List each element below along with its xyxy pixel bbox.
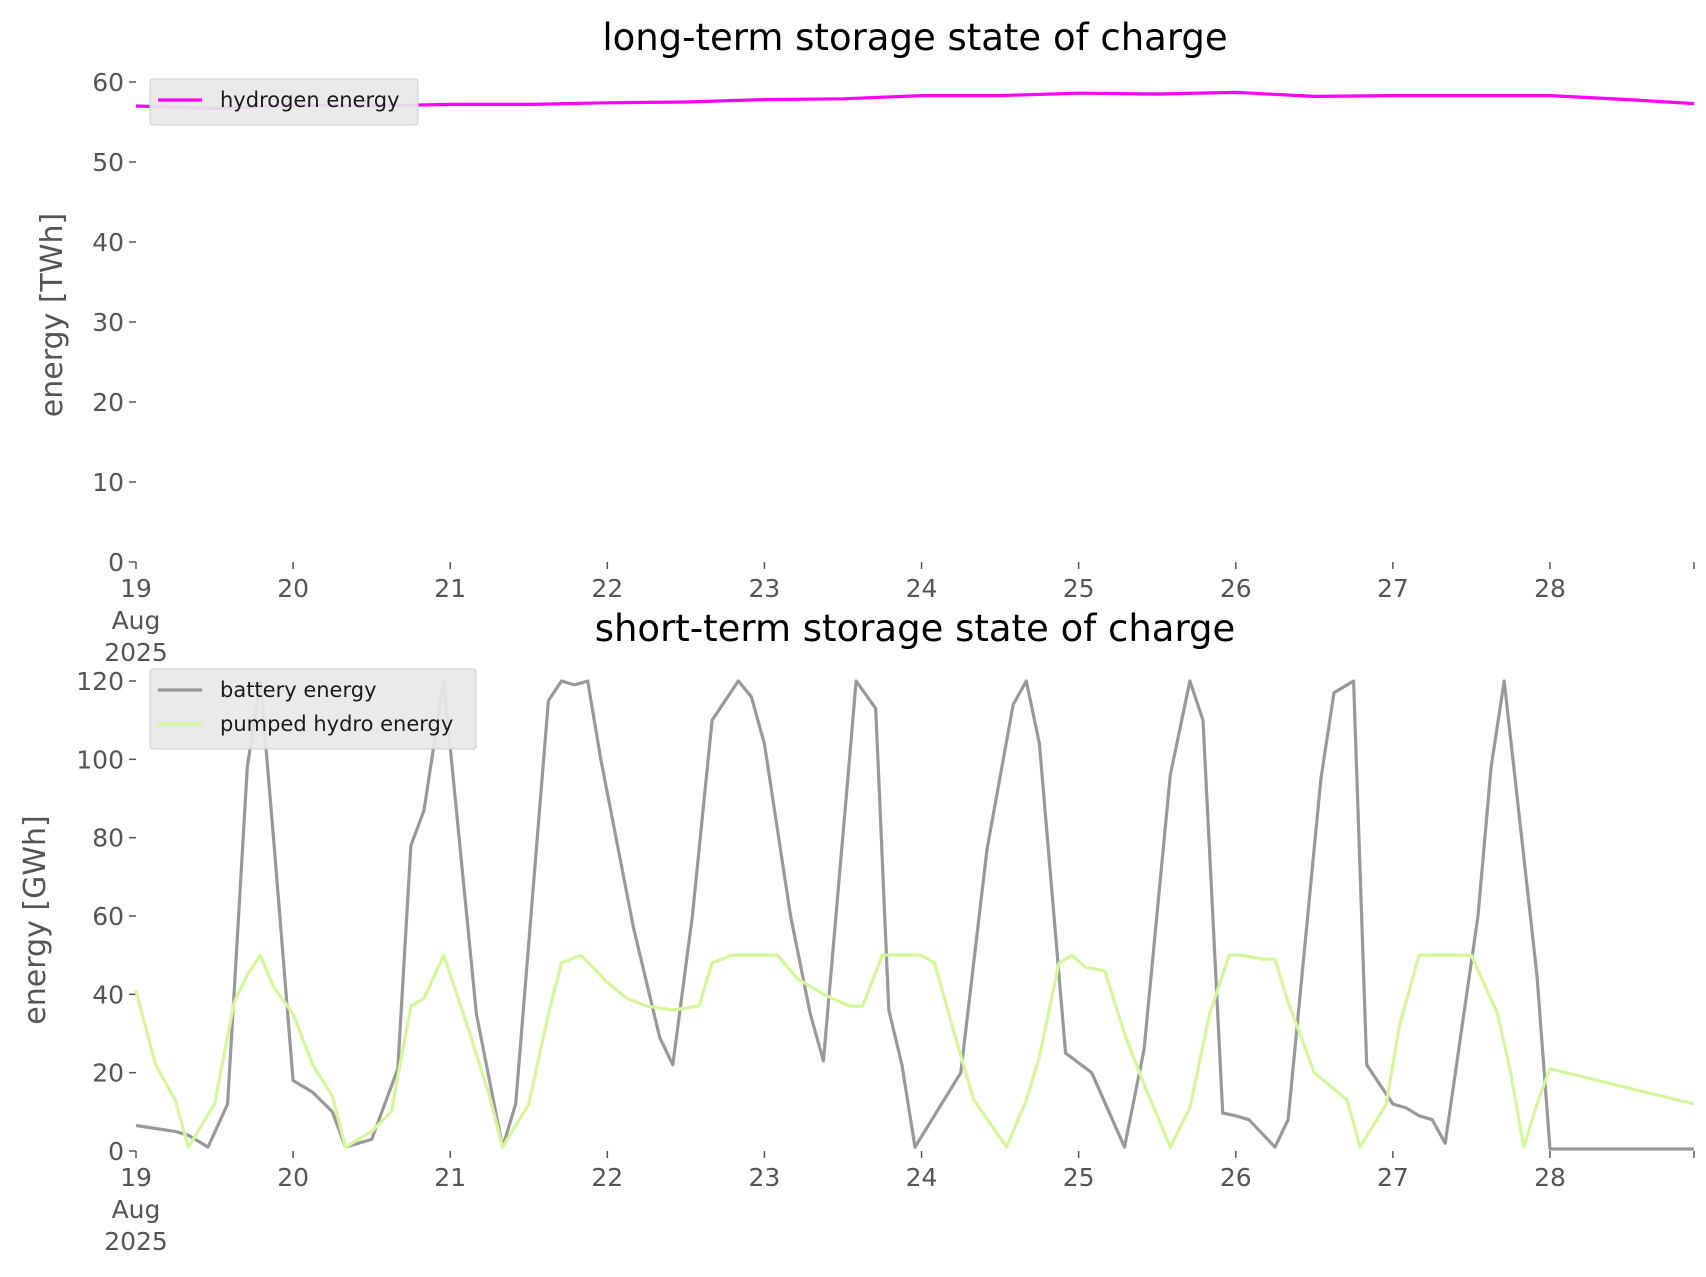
x-tick-label: 20 [277, 1163, 309, 1192]
x-tick-sublabel: Aug [112, 1195, 161, 1224]
x-axis-ticks: 19 Aug 2025 20 21 22 23 24 25 26 27 28 [104, 562, 1695, 667]
x-tick-label: 28 [1534, 574, 1566, 603]
y-tick-label: 20 [92, 388, 124, 417]
y-tick-label: 120 [76, 667, 124, 696]
x-tick-sublabel: 2025 [104, 638, 168, 667]
x-tick-label: 26 [1220, 1163, 1252, 1192]
series-layer [134, 679, 1695, 1151]
legend: hydrogen energy [149, 78, 419, 126]
series-line-battery-energy [135, 679, 1694, 1151]
y-axis-ticks: 0 20 40 60 80 100 120 [76, 667, 136, 1166]
y-axis-ticks: 0 10 20 30 40 50 60 [92, 68, 136, 577]
x-tick-label: 27 [1377, 574, 1409, 603]
y-tick-label: 0 [108, 1137, 124, 1166]
x-tick-label: 24 [906, 1163, 938, 1192]
x-tick-label: 22 [591, 1163, 623, 1192]
y-axis-label: energy [GWh] [18, 815, 53, 1024]
y-tick-label: 60 [92, 902, 124, 931]
x-tick-label: 23 [749, 574, 781, 603]
y-axis-label: energy [TWh] [35, 213, 70, 417]
x-tick-label: 22 [591, 574, 623, 603]
y-tick-label: 10 [92, 468, 124, 497]
long-term-storage-panel: long-term storage state of charge energy… [35, 16, 1695, 667]
x-tick-label: 21 [434, 1163, 466, 1192]
x-tick-label: 28 [1534, 1163, 1566, 1192]
series-line-pumped-hydro-energy [134, 953, 1695, 1149]
y-tick-label: 60 [92, 68, 124, 97]
legend: battery energy pumped hydro energy [149, 668, 477, 750]
x-tick-sublabel: 2025 [104, 1227, 168, 1256]
legend-label: pumped hydro energy [220, 712, 453, 736]
y-tick-label: 100 [76, 745, 124, 774]
x-tick-label: 19 [120, 574, 152, 603]
legend-box [149, 668, 477, 750]
y-tick-label: 30 [92, 308, 124, 337]
chart-title: long-term storage state of charge [602, 16, 1227, 59]
legend-label: battery energy [220, 678, 377, 702]
y-tick-label: 20 [92, 1059, 124, 1088]
x-tick-label: 21 [434, 574, 466, 603]
x-tick-label: 25 [1063, 1163, 1095, 1192]
x-tick-label: 24 [906, 574, 938, 603]
x-tick-label: 23 [749, 1163, 781, 1192]
x-tick-label: 27 [1377, 1163, 1409, 1192]
short-term-storage-panel: short-term storage state of charge energ… [18, 607, 1695, 1256]
y-tick-label: 40 [92, 228, 124, 257]
y-tick-label: 40 [92, 980, 124, 1009]
chart-title: short-term storage state of charge [595, 607, 1236, 650]
x-tick-label: 25 [1063, 574, 1095, 603]
legend-box [149, 78, 419, 126]
x-axis-ticks: 19 Aug 2025 20 21 22 23 24 25 26 27 28 [104, 1151, 1695, 1256]
y-tick-label: 0 [108, 548, 124, 577]
y-tick-label: 80 [92, 824, 124, 853]
y-tick-label: 50 [92, 148, 124, 177]
legend-label: hydrogen energy [220, 88, 400, 112]
x-tick-label: 26 [1220, 574, 1252, 603]
x-tick-label: 20 [277, 574, 309, 603]
x-tick-sublabel: Aug [112, 606, 161, 635]
x-tick-label: 19 [120, 1163, 152, 1192]
